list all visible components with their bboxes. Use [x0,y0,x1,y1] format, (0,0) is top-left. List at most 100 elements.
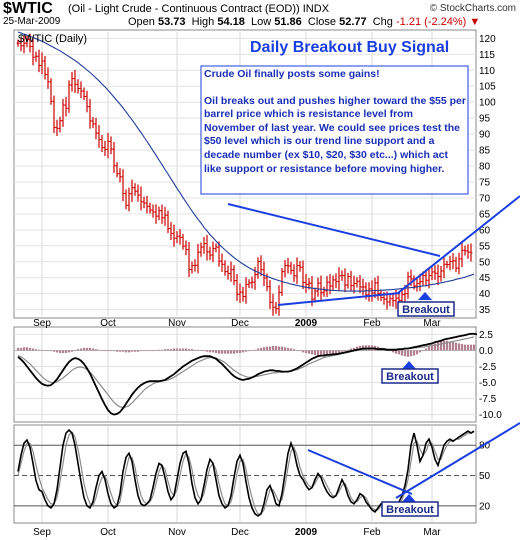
macd-histogram-bar [166,349,170,351]
price-y-tick-label: 100 [479,98,496,109]
price-bar [58,116,62,133]
macd-histogram-bar [118,350,122,352]
macd-histogram-bar [274,345,278,351]
price-bar [439,265,443,282]
macd-histogram-bar [211,350,215,353]
macd-histogram-bar [82,347,86,351]
price-bar [31,38,35,66]
price-resistance-trendline [227,203,441,257]
macd-y-tick-label: 0.0 [479,346,493,357]
price-bar [211,241,215,263]
price-bar [268,280,272,309]
macd-histogram-bar [199,350,203,352]
macd-histogram-bar [31,348,35,351]
price-bar [70,71,74,92]
price-bar [334,273,338,289]
macd-histogram-bar [94,349,98,351]
price-bar [349,270,353,292]
price-bar [136,184,140,202]
macd-y-tick-label: -2.5 [479,362,497,373]
price-bar [196,244,200,274]
price-bar [37,49,41,73]
price-y-tick-label: 55 [479,241,491,252]
price-y-tick-label: 65 [479,209,491,220]
price-bar [205,234,209,261]
price-bar [148,202,152,214]
macd-histogram-bar [262,347,266,351]
price-breakout-arrow-icon [418,292,432,300]
price-bar [202,236,206,254]
stoch-x-tick-label: Mar [423,527,441,538]
price-bar [199,242,203,257]
macd-histogram-bar [466,344,470,351]
price-bar [184,240,188,256]
macd-histogram-bar [154,350,158,352]
macd-histogram-bar [229,350,233,354]
macd-histogram-bar [103,350,107,352]
price-bar [124,189,128,210]
price-bar [169,221,173,240]
price-bar [109,136,113,155]
macd-histogram-bar [358,345,362,351]
macd-histogram-bar [298,350,302,352]
stoch-breakout-label-box [381,501,439,517]
price-bar [157,206,161,221]
macd-histogram-bar [151,350,155,352]
price-bar [352,275,356,294]
price-bar [274,301,278,314]
macd-histogram-bar [196,349,200,351]
macd-y-tick-label: -5.0 [479,378,497,389]
ticker-description: (Oil - Light Crude - Continuous Contract… [68,3,329,15]
macd-breakout-label-box [381,368,439,384]
price-bar [295,257,299,284]
price-bar [283,259,287,278]
macd-histogram-bar [442,340,446,351]
macd-histogram-bar [277,346,281,351]
macd-histogram-bar [256,348,260,351]
macd-histogram-bar [109,350,113,352]
macd-histogram-bar [19,347,23,351]
macd-histogram-bar [64,350,68,354]
price-bar [235,273,239,301]
price-bar [391,292,395,307]
macd-histogram-bar [325,350,329,356]
macd-histogram-bar [190,349,194,351]
macd-histogram-bar [313,350,317,355]
price-y-tick-label: 75 [479,177,491,188]
macd-histogram-bar [55,350,59,353]
price-bar [88,99,92,129]
stoch-breakout-label: Breakout [386,504,434,516]
macd-histogram-bar [40,349,44,351]
price-y-tick-label: 45 [479,273,491,284]
macd-histogram-bar [142,350,146,352]
price-bar [46,67,50,89]
price-y-tick-label: 95 [479,114,491,125]
price-bar [91,116,95,128]
price-bar [16,39,20,47]
macd-histogram-bar [436,342,440,351]
macd-histogram-bar [100,350,104,352]
price-bar [49,78,53,105]
macd-histogram-bar [307,350,311,354]
macd-breakout-label: Breakout [386,371,434,383]
moving-average-line [17,31,475,292]
price-bar [64,96,68,117]
macd-histogram-bar [52,350,56,352]
macd-histogram-bar [322,350,326,356]
stoch-y-tick-label: 20 [479,501,491,512]
macd-histogram-bar [355,346,359,351]
open-value: 53.73 [157,16,186,28]
price-bar [97,124,101,148]
macd-histogram-bar [391,350,395,353]
macd-histogram-bar [439,341,443,351]
price-bar [115,162,119,178]
macd-histogram-bar [46,350,50,352]
price-bar [415,277,419,292]
price-bar [463,245,467,256]
price-bar [181,233,185,250]
macd-histogram-bar [73,350,77,352]
macd-histogram-bar [286,347,290,351]
description-text: (Oil - Light Crude - Continuous Contract… [68,3,300,15]
open-label: Open [128,16,155,28]
price-y-tick-label: 120 [479,34,496,45]
